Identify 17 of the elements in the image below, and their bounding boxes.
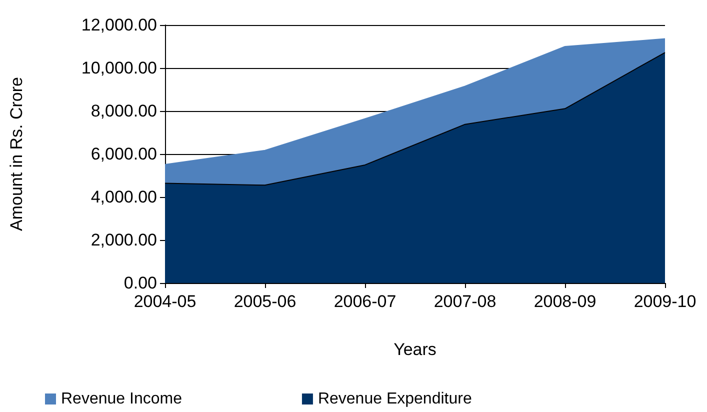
- x-tick-label: 2005-06: [234, 292, 296, 311]
- y-tick-label: 12,000.00: [81, 16, 157, 34]
- x-tick-label: 2006-07: [334, 292, 396, 311]
- x-axis-title: Years: [394, 340, 436, 359]
- x-tick-label: 2004-05: [134, 292, 196, 311]
- y-tick-label: 0.00: [124, 274, 157, 292]
- x-tick-label: 2007-08: [434, 292, 496, 311]
- y-tick-label: 6,000.00: [90, 144, 157, 164]
- y-tick-label: 10,000.00: [81, 58, 157, 78]
- legend-label: Revenue Expenditure: [318, 390, 472, 408]
- y-axis-title: Amount in Rs. Crore: [7, 77, 26, 231]
- y-tick-label: 4,000.00: [90, 188, 157, 206]
- legend-label: Revenue Income: [61, 390, 182, 408]
- y-tick-label: 8,000.00: [90, 102, 157, 120]
- x-tick-label: 2008-09: [534, 292, 596, 311]
- x-tick-label: 2009-10: [634, 292, 696, 311]
- y-tick-label: 2,000.00: [90, 230, 157, 250]
